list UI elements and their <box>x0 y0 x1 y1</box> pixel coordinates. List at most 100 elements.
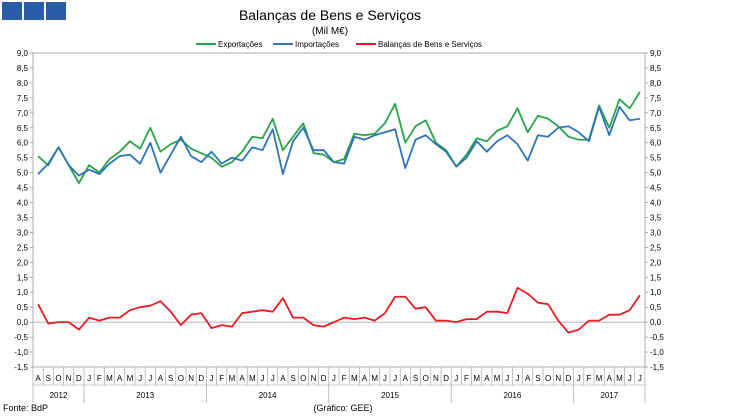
y-tick-label-left: 4,0 <box>17 199 29 208</box>
month-label: O <box>55 374 61 383</box>
y-tick-label-right: -1,5 <box>650 363 664 372</box>
month-label: D <box>76 374 82 383</box>
month-label: F <box>342 374 347 383</box>
y-tick-label-left: 0,0 <box>17 318 29 327</box>
month-label: J <box>148 374 152 383</box>
source-note: Fonte: BdP <box>3 403 48 413</box>
month-label: D <box>321 374 327 383</box>
y-tick-label-left: 1,5 <box>17 273 29 282</box>
month-label: N <box>433 374 439 383</box>
month-label: M <box>106 374 113 383</box>
y-tick-label-left: 3,0 <box>17 228 29 237</box>
year-label: 2015 <box>381 391 399 400</box>
y-tick-label-right: 8,5 <box>650 64 662 73</box>
month-label: J <box>577 374 581 383</box>
year-label: 2012 <box>50 391 68 400</box>
plot-area <box>37 91 641 334</box>
month-label: N <box>555 374 561 383</box>
month-label: M <box>616 374 623 383</box>
month-label: M <box>596 374 603 383</box>
y-tick-label-right: -0,5 <box>650 333 664 342</box>
month-label: J <box>505 374 509 383</box>
y-tick-label-left: 4,5 <box>17 184 29 193</box>
month-label: A <box>362 374 368 383</box>
month-label: F <box>586 374 591 383</box>
y-tick-label-left: -1,5 <box>14 363 28 372</box>
month-label: S <box>535 374 540 383</box>
y-tick-label-right: 8,0 <box>650 79 662 88</box>
y-tick-label-right: 6,5 <box>650 124 662 133</box>
chart-title: Balanças de Bens e Serviços <box>239 7 421 23</box>
month-label: M <box>371 374 378 383</box>
y-tick-label-left: 6,0 <box>17 139 29 148</box>
y-tick-label-left: 8,0 <box>17 79 29 88</box>
month-label: O <box>545 374 551 383</box>
y-tick-label-right: 2,0 <box>650 258 662 267</box>
month-label: J <box>87 374 91 383</box>
month-label: M <box>249 374 256 383</box>
y-tick-label-left: 7,5 <box>17 94 29 103</box>
y-tick-label-right: 1,5 <box>650 273 662 282</box>
y-tick-label-right: 5,5 <box>650 154 662 163</box>
month-label: A <box>484 374 490 383</box>
y-tick-label-right: 7,5 <box>650 94 662 103</box>
month-label: J <box>628 374 632 383</box>
month-label: J <box>383 374 387 383</box>
y-tick-label-right: 5,0 <box>650 169 662 178</box>
logo <box>2 2 66 20</box>
month-label: A <box>525 374 531 383</box>
month-label: F <box>219 374 224 383</box>
y-tick-label-right: 6,0 <box>650 139 662 148</box>
y-tick-label-left: 8,5 <box>17 64 29 73</box>
month-label: M <box>351 374 358 383</box>
month-label: D <box>443 374 449 383</box>
year-label: 2017 <box>600 391 618 400</box>
logo-square-3 <box>46 2 66 20</box>
y-tick-label-right: 4,5 <box>650 184 662 193</box>
y-tick-label-left: 1,0 <box>17 288 29 297</box>
y-tick-label-left: 6,5 <box>17 124 29 133</box>
y-tick-label-right: -1,0 <box>650 348 664 357</box>
y-tick-label-right: 3,0 <box>650 228 662 237</box>
month-label: N <box>66 374 72 383</box>
series-line-2 <box>37 105 641 177</box>
month-label: J <box>454 374 458 383</box>
y-tick-label-right: 2,5 <box>650 243 662 252</box>
chart-subtitle: (Mil M€) <box>312 26 348 37</box>
month-label: A <box>117 374 123 383</box>
month-label: D <box>566 374 572 383</box>
logo-square-1 <box>2 2 22 20</box>
month-label: A <box>239 374 245 383</box>
month-label: S <box>46 374 51 383</box>
legend-label-1: Exportações <box>218 40 262 49</box>
year-label: 2016 <box>504 391 522 400</box>
month-label: J <box>210 374 214 383</box>
month-label: M <box>473 374 480 383</box>
month-label: N <box>188 374 194 383</box>
y-tick-label-left: 2,0 <box>17 258 29 267</box>
month-label: J <box>516 374 520 383</box>
y-tick-label-left: -0,5 <box>14 333 28 342</box>
month-label: M <box>127 374 134 383</box>
month-label: A <box>607 374 613 383</box>
month-label: O <box>178 374 184 383</box>
y-tick-label-left: 5,0 <box>17 169 29 178</box>
year-label: 2014 <box>259 391 277 400</box>
month-label: S <box>290 374 295 383</box>
month-label: S <box>168 374 173 383</box>
y-tick-label-left: 3,5 <box>17 213 29 222</box>
axes: 9,0 9,0 8,5 8,5 8,0 8,0 7,5 7,5 7,0 7,0 6,5 6,5 6,0 6… <box>14 49 664 403</box>
legend: Exportações Importações Balanças de Bens e… <box>196 40 482 49</box>
month-label: J <box>271 374 275 383</box>
series-line-1 <box>37 91 641 184</box>
month-label: F <box>97 374 102 383</box>
y-tick-label-left: 2,5 <box>17 243 29 252</box>
month-label: A <box>280 374 286 383</box>
y-tick-label-left: 7,0 <box>17 109 29 118</box>
y-tick-label-right: 0,0 <box>650 318 662 327</box>
year-label: 2013 <box>136 391 154 400</box>
month-label: A <box>158 374 164 383</box>
month-label: A <box>403 374 409 383</box>
y-tick-label-left: -1,0 <box>14 348 28 357</box>
